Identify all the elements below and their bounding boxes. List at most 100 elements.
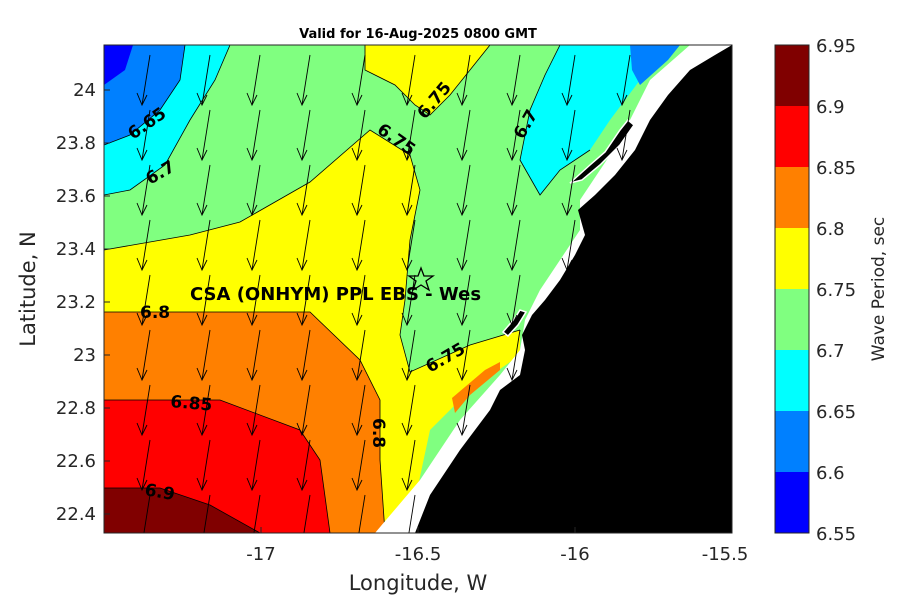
wave-arrow-shaft — [301, 274, 311, 326]
contour-label: 6.8 — [140, 303, 170, 323]
wave-arrow-shaft — [406, 274, 416, 326]
wave-arrow-head — [616, 202, 628, 217]
wave-arrow-shaft — [461, 164, 471, 216]
wave-arrow-shaft — [461, 329, 471, 381]
wave-arrow-head — [136, 422, 148, 437]
y-axis: 24 23.8 23.6 23.4 23.2 23 22.8 22.6 22.4… — [16, 80, 110, 525]
wave-arrow-head — [296, 367, 308, 382]
contour-label: 6.8 — [368, 418, 388, 448]
wave-arrow-head — [506, 367, 518, 382]
wave-arrow-shaft — [201, 109, 211, 161]
wave-arrow-shaft — [621, 164, 631, 216]
x-axis: -17 -16.5 -16 -15.5 Longitude, W — [246, 527, 748, 595]
wave-arrow-head — [296, 202, 308, 217]
wave-arrow-head — [506, 92, 518, 107]
y-tick-label: 22.6 — [56, 451, 96, 472]
region-6-9-6-95 — [104, 488, 260, 533]
wave-arrow-head — [561, 257, 573, 272]
wave-arrow-head — [401, 422, 413, 437]
wave-arrow-head — [196, 422, 208, 437]
wave-arrow-shaft — [141, 109, 151, 161]
wave-arrow-shaft — [406, 219, 416, 271]
star-icon[interactable] — [406, 266, 436, 292]
wave-arrow-head — [456, 422, 468, 437]
wave-arrow-shaft — [406, 109, 416, 161]
region-6-8-6-85-coast — [452, 362, 500, 413]
wave-arrow-head — [136, 92, 148, 107]
wave-arrow-shaft — [301, 329, 311, 381]
wave-arrow-head — [246, 477, 258, 492]
x-tick-label: -17 — [246, 544, 275, 565]
wave-arrow-head — [246, 202, 258, 217]
wave-arrow-head — [456, 367, 468, 382]
wave-arrow-shaft — [461, 274, 471, 326]
colorbar-swatch — [775, 289, 809, 351]
wave-arrow-shaft — [621, 109, 631, 161]
wave-arrow-head — [246, 312, 258, 327]
y-tick-label: 24 — [73, 80, 96, 101]
wave-arrow-head — [352, 532, 353, 533]
colorbar-tick-label: 6.65 — [816, 402, 856, 423]
colorbar-frame — [774, 44, 810, 534]
y-tick-label: 23.4 — [56, 239, 96, 260]
wave-arrow-head — [196, 92, 208, 107]
wave-arrow-shaft — [141, 164, 151, 216]
colorbar-tick-label: 6.55 — [816, 524, 856, 545]
x-axis-label: Longitude, W — [349, 571, 488, 595]
wave-arrow-head — [297, 532, 298, 533]
wave-arrow-shaft — [461, 109, 471, 161]
wave-arrow-head — [136, 202, 148, 217]
wave-arrow-head — [296, 257, 308, 272]
wave-arrow-shaft — [141, 329, 151, 381]
wave-arrow-head — [506, 202, 518, 217]
wave-arrow-shaft — [201, 439, 211, 491]
colorbar-tick-label: 6.9 — [816, 97, 845, 118]
wave-arrow-head — [456, 147, 468, 162]
wave-arrow-head — [351, 477, 363, 492]
wave-arrow-head — [196, 477, 208, 492]
wave-arrow-shaft — [251, 164, 261, 216]
wave-arrow-shaft — [201, 384, 211, 436]
station-label: CSA (ONHYM) PPL EBS - Wes — [190, 284, 481, 305]
wave-arrow-head — [246, 257, 258, 272]
wave-arrow-shaft — [511, 219, 521, 271]
wave-arrow-shaft — [301, 54, 311, 106]
wave-arrow-head — [196, 147, 208, 162]
wave-arrow-head — [456, 202, 468, 217]
colorbar-tick-label: 6.95 — [816, 36, 856, 57]
station-marker[interactable] — [406, 266, 436, 292]
map-plot-area — [104, 45, 732, 533]
colorbar-title: Wave Period, sec — [869, 217, 889, 362]
wave-arrow-head — [246, 92, 258, 107]
figure-title: Valid for 16-Aug-2025 0800 GMT — [299, 27, 537, 42]
colorbar-swatch — [775, 167, 809, 229]
wave-arrow-shaft — [566, 164, 576, 216]
wave-arrow-shaft — [301, 219, 311, 271]
wave-arrow-head — [616, 147, 628, 162]
wave-arrow-head — [351, 92, 363, 107]
y-axis-label: Latitude, N — [16, 231, 40, 347]
wave-arrow-head — [196, 367, 208, 382]
wave-arrow-shaft — [143, 494, 151, 533]
wave-arrow-shaft — [566, 219, 576, 271]
colorbar-swatch — [775, 350, 809, 412]
wave-arrow-shaft — [301, 164, 311, 216]
wave-arrow-shaft — [566, 109, 576, 161]
wave-arrow-shaft — [141, 439, 151, 491]
wave-arrow-head — [246, 147, 258, 162]
wave-arrow-shaft — [406, 384, 416, 436]
wave-arrow-shaft — [251, 54, 261, 106]
colorbar-swatch — [775, 228, 809, 290]
wave-arrow-head — [401, 312, 413, 327]
wave-arrow-head — [401, 257, 413, 272]
wave-arrow-head — [351, 312, 363, 327]
wave-arrow-head — [401, 202, 413, 217]
y-tick-label: 23 — [73, 345, 96, 366]
wave-arrow-head — [296, 422, 308, 437]
wave-arrow-head — [561, 92, 573, 107]
wave-arrow-shaft — [356, 219, 366, 271]
contour-label: 6.85 — [170, 392, 214, 416]
wave-arrow-head — [401, 147, 413, 162]
wave-arrow-shaft — [141, 54, 151, 106]
wave-arrow-head — [351, 147, 363, 162]
